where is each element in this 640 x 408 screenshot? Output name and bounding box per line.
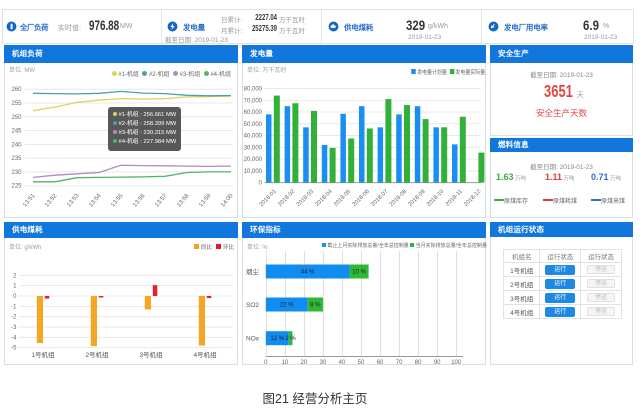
svg-text:240: 240 <box>11 142 22 148</box>
svg-text:13:55: 13:55 <box>110 193 125 209</box>
svg-text:2018-04: 2018-04 <box>314 188 334 208</box>
svg-text:-3: -3 <box>11 325 17 331</box>
svg-text:-4: -4 <box>11 335 17 341</box>
svg-text:44 %: 44 % <box>301 270 315 276</box>
svg-text:NOx: NOx <box>246 336 260 343</box>
svg-text:230: 230 <box>11 170 22 176</box>
svg-text:14:00: 14:00 <box>220 193 235 209</box>
svg-text:2018-08: 2018-08 <box>389 189 408 208</box>
svg-text:13:54: 13:54 <box>88 193 103 209</box>
svg-text:260: 260 <box>11 87 22 93</box>
svg-text:30: 30 <box>320 360 327 364</box>
svg-text:50,000: 50,000 <box>244 122 263 128</box>
svg-text:2018-05: 2018-05 <box>333 189 352 208</box>
svg-text:-2: -2 <box>11 315 17 321</box>
svg-text:13:56: 13:56 <box>132 193 147 209</box>
svg-text:2018-11: 2018-11 <box>445 189 464 208</box>
svg-text:255: 255 <box>11 101 22 107</box>
svg-text:245: 245 <box>11 129 22 135</box>
svg-text:2 %: 2 % <box>285 336 296 342</box>
svg-text:235: 235 <box>11 156 22 162</box>
svg-text:90: 90 <box>434 360 441 364</box>
svg-text:250: 250 <box>11 115 22 121</box>
svg-text:2018-02: 2018-02 <box>277 189 296 208</box>
svg-text:1: 1 <box>13 284 17 290</box>
svg-text:50: 50 <box>358 360 365 364</box>
svg-text:10,000: 10,000 <box>244 169 263 175</box>
svg-text:SO2: SO2 <box>246 302 259 309</box>
svg-text:2018-01: 2018-01 <box>259 189 278 208</box>
svg-text:20: 20 <box>301 360 308 364</box>
svg-text:13:51: 13:51 <box>22 193 37 209</box>
svg-text:2018-06: 2018-06 <box>352 189 371 208</box>
svg-text:4号机组: 4号机组 <box>193 350 217 359</box>
svg-text:10: 10 <box>281 360 288 364</box>
svg-text:70,000: 70,000 <box>244 98 263 104</box>
svg-text:-5: -5 <box>11 346 17 352</box>
svg-text:80,000: 80,000 <box>244 87 263 93</box>
svg-text:2: 2 <box>13 273 17 279</box>
svg-text:-1: -1 <box>11 304 17 310</box>
svg-text:20,000: 20,000 <box>244 157 263 163</box>
svg-text:10 %: 10 % <box>352 270 366 276</box>
svg-text:80: 80 <box>415 360 422 364</box>
svg-text:13:57: 13:57 <box>154 193 169 209</box>
svg-text:2号机组: 2号机组 <box>85 350 109 359</box>
svg-text:12 %: 12 % <box>270 336 284 342</box>
svg-text:13:53: 13:53 <box>66 193 81 209</box>
svg-text:2018-09: 2018-09 <box>407 189 426 208</box>
svg-text:13:52: 13:52 <box>44 193 59 209</box>
svg-text:30,000: 30,000 <box>244 145 263 151</box>
svg-text:0: 0 <box>264 360 268 364</box>
svg-text:225: 225 <box>11 184 22 190</box>
svg-text:0: 0 <box>259 181 263 187</box>
svg-text:60: 60 <box>377 360 384 364</box>
svg-text:13:58: 13:58 <box>176 193 191 209</box>
svg-text:1号机组: 1号机组 <box>31 350 55 359</box>
svg-text:2018-12: 2018-12 <box>463 189 482 208</box>
svg-text:100: 100 <box>451 360 462 364</box>
svg-text:22 %: 22 % <box>280 303 294 309</box>
svg-text:40: 40 <box>339 360 346 364</box>
svg-text:40,000: 40,000 <box>244 134 263 140</box>
svg-text:3号机组: 3号机组 <box>139 350 163 359</box>
svg-text:70: 70 <box>396 360 403 364</box>
svg-text:0: 0 <box>13 294 17 300</box>
svg-text:13:59: 13:59 <box>198 193 213 209</box>
svg-text:2018-03: 2018-03 <box>296 189 315 208</box>
svg-text:60,000: 60,000 <box>244 110 263 116</box>
svg-text:2018-07: 2018-07 <box>370 189 389 208</box>
svg-text:8 %: 8 % <box>310 303 321 309</box>
svg-text:2018-10: 2018-10 <box>426 189 445 208</box>
svg-text:烟尘: 烟尘 <box>246 267 260 276</box>
